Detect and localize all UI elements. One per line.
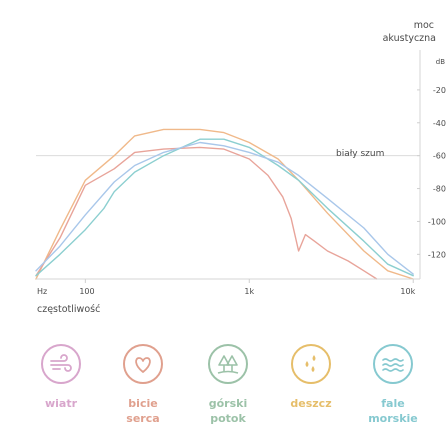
- y-ticks: -20 -40 -60 -80 -100 -120: [417, 86, 446, 259]
- sound-button-1[interactable]: wiatr: [21, 344, 101, 411]
- sound-label: fale morskie: [368, 397, 418, 425]
- x-tick-label: 100: [79, 287, 94, 296]
- white-noise-label: biały szum: [336, 149, 384, 159]
- trees-icon: [208, 344, 248, 384]
- x-unit-label: Hz: [37, 287, 47, 296]
- series-line-2: [35, 146, 378, 280]
- y-tick-label: -60: [433, 152, 446, 161]
- sound-button-5[interactable]: fale morskie: [353, 344, 433, 426]
- y-tick-label: -120: [428, 250, 446, 259]
- plot-lines: [35, 128, 420, 280]
- y-tick-label: -80: [433, 185, 446, 194]
- y-tick-label: -40: [433, 119, 446, 128]
- series-line-1: [35, 128, 414, 280]
- wind-icon: [41, 344, 81, 384]
- series-line-4: [35, 141, 414, 275]
- sound-button-3[interactable]: górski potok: [188, 344, 268, 426]
- sound-button-4[interactable]: deszcz: [271, 344, 351, 411]
- sound-label: deszcz: [290, 397, 332, 410]
- series-line-3: [35, 138, 414, 277]
- y-tick-label: -100: [428, 217, 446, 226]
- sound-label: bicie serca: [126, 397, 160, 425]
- heart-icon: [123, 344, 163, 384]
- sound-button-2[interactable]: bicie serca: [103, 344, 183, 426]
- sound-selector: wiatr bicie serca górski potok deszcz fale mors…: [0, 344, 447, 444]
- x-tick-label: 1k: [244, 287, 254, 296]
- sound-label: górski potok: [208, 397, 248, 425]
- x-axis-label: częstotliwość: [37, 304, 100, 315]
- rain-icon: [291, 344, 331, 384]
- x-tick-label: 10k: [400, 287, 415, 296]
- sound-label: wiatr: [44, 397, 78, 410]
- y-axis-label-line1: moc: [414, 20, 434, 31]
- y-unit-label: dB: [436, 58, 445, 66]
- x-ticks: 100 1k 10k: [79, 279, 416, 296]
- wave-icon: [373, 344, 413, 384]
- frequency-chart: -20 -40 -60 -80 -100 -120 100 1k 10k moc akusty…: [35, 20, 446, 315]
- y-axis-label-line2: akustyczna: [383, 33, 436, 44]
- y-tick-label: -20: [433, 86, 446, 95]
